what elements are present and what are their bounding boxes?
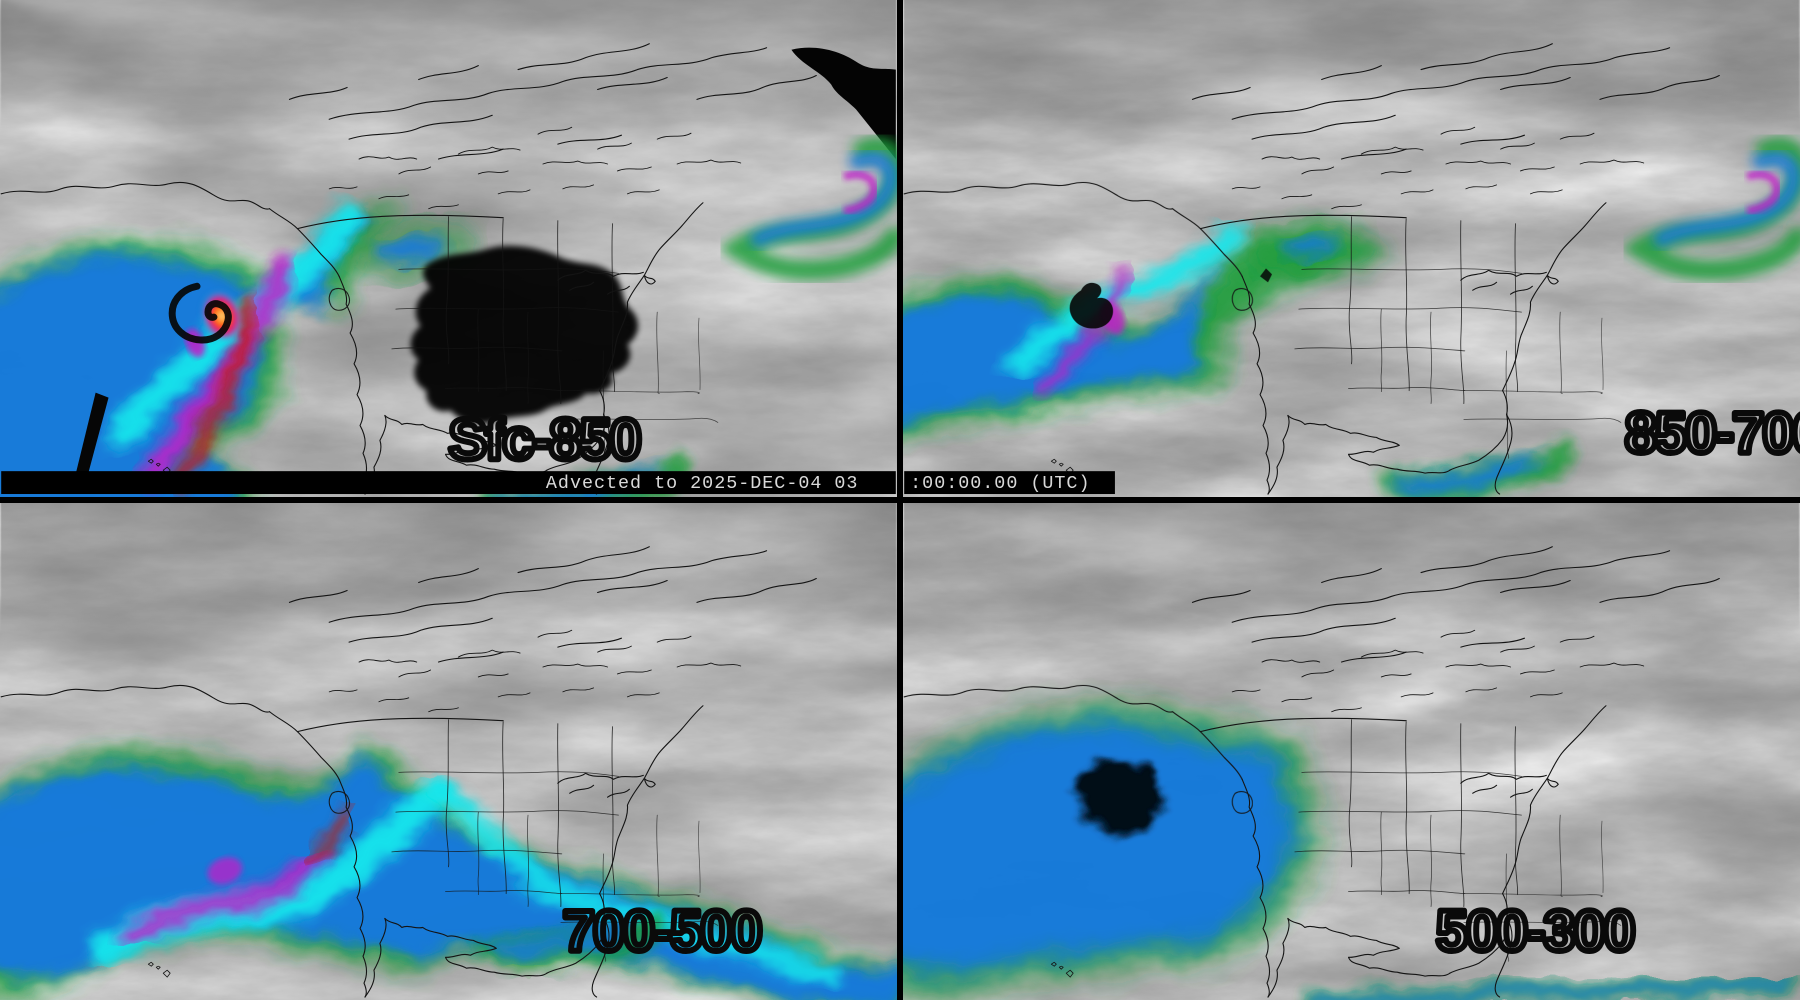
svg-text:Advected to 2025-DEC-04 03: Advected to 2025-DEC-04 03	[546, 473, 859, 494]
svg-text:500-300: 500-300	[1436, 899, 1634, 963]
svg-text:Sfc-850: Sfc-850	[449, 408, 640, 472]
svg-text::00:00.00 (UTC): :00:00.00 (UTC)	[910, 473, 1090, 494]
svg-text:700-500: 700-500	[563, 899, 761, 963]
svg-text:850-700: 850-700	[1625, 401, 1800, 465]
